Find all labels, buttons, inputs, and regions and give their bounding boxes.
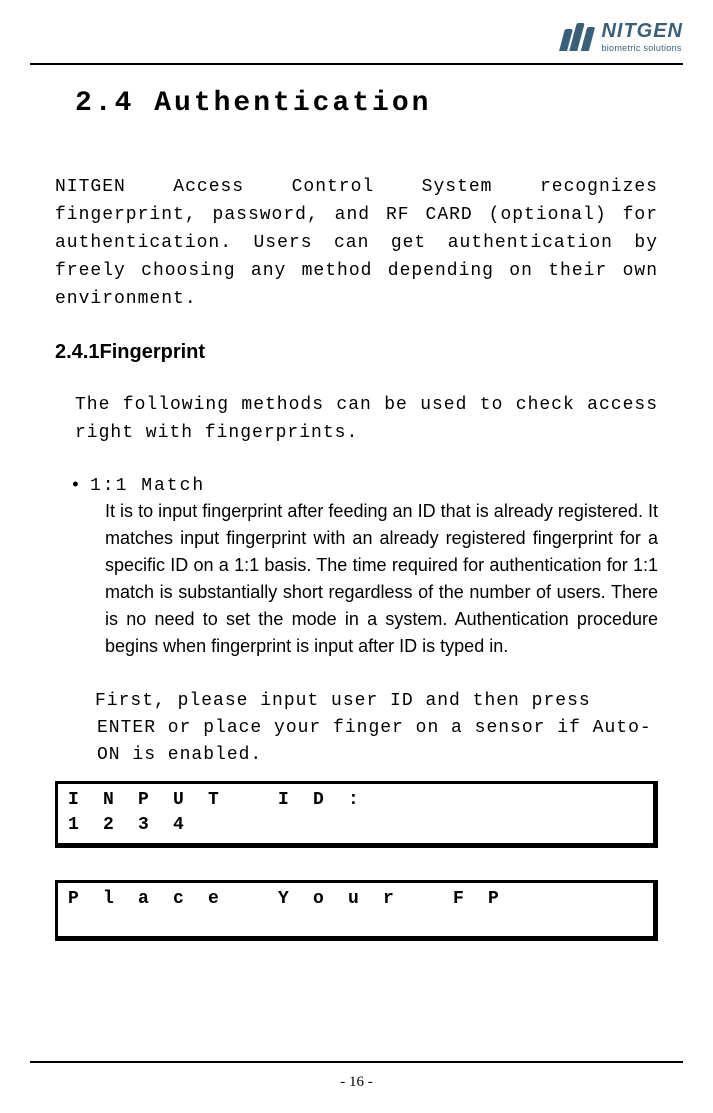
bullet-title-text: 1:1 Match [90,476,205,496]
lcd-char [418,887,453,912]
lcd-char: l [103,887,138,912]
lcd-char: 1 [68,813,103,838]
lcd-char [313,813,348,838]
lcd-char [383,788,418,813]
lcd-char: I [278,788,313,813]
instruction-text: First, please input user ID and then pre… [97,688,658,769]
lcd-char: 2 [103,813,138,838]
subsection-title: 2.4.1Fingerprint [55,341,658,364]
lcd-char: 4 [173,813,208,838]
lcd-char [593,788,628,813]
lcd-char [418,788,453,813]
logo-sub-text: biometric solutions [601,43,681,53]
lcd-char [488,813,523,838]
lcd-display-1: INPUT ID: 1234 [55,781,658,847]
intro-paragraph: NITGEN Access Control System recognizes … [55,174,658,313]
bullet-section: • 1:1 Match It is to input fingerprint a… [90,476,658,660]
lcd-char [488,788,523,813]
lcd-char [418,813,453,838]
lcd-char: T [208,788,243,813]
lcd-char [243,887,278,912]
lcd-char [208,813,243,838]
lcd-char [453,788,488,813]
lcd1-row1: INPUT ID: [68,788,643,813]
logo-text: NITGEN biometric solutions [601,20,683,53]
lcd-char [593,887,628,912]
lcd-char: Y [278,887,313,912]
nitgen-logo-icon [562,23,592,51]
lcd-char: a [138,887,173,912]
lcd-char [558,788,593,813]
lcd-display-2: Place Your FP [55,880,658,941]
lcd-char [523,887,558,912]
top-divider [30,63,683,65]
lcd1-row2: 1234 [68,813,643,838]
bullet-marker: • [70,476,83,496]
lcd-char [243,788,278,813]
bullet-body: It is to input fingerprint after feeding… [105,498,658,660]
lcd-char: P [68,887,103,912]
lcd-char [383,813,418,838]
lcd-char: e [208,887,243,912]
lcd2-row1: Place Your FP [68,887,643,912]
lcd-char: o [313,887,348,912]
lcd-char: P [488,887,523,912]
lcd-char [558,887,593,912]
lcd-char: c [173,887,208,912]
lcd-char: N [103,788,138,813]
lcd-char [523,813,558,838]
lcd-char [348,813,383,838]
bottom-divider [30,1061,683,1063]
lcd-char [278,813,313,838]
lcd-char: P [138,788,173,813]
header-logo: NITGEN biometric solutions [562,20,683,53]
lcd-char [453,813,488,838]
page-number: - 16 - [0,1074,713,1091]
lcd-char: : [348,788,383,813]
lcd-char: r [383,887,418,912]
lcd-char: I [68,788,103,813]
page-content: 2.4 Authentication NITGEN Access Control… [55,80,658,941]
lcd-char [593,813,628,838]
lcd-char: F [453,887,488,912]
lcd-char: D [313,788,348,813]
lcd-char: U [173,788,208,813]
lcd-char [523,788,558,813]
lcd-char: u [348,887,383,912]
lcd-char: 3 [138,813,173,838]
bullet-title: • 1:1 Match [90,476,658,496]
lcd-char [558,813,593,838]
logo-main-text: NITGEN [601,20,683,43]
subsection-paragraph: The following methods can be used to che… [75,392,658,448]
lcd-char [243,813,278,838]
section-title: 2.4 Authentication [75,88,658,119]
